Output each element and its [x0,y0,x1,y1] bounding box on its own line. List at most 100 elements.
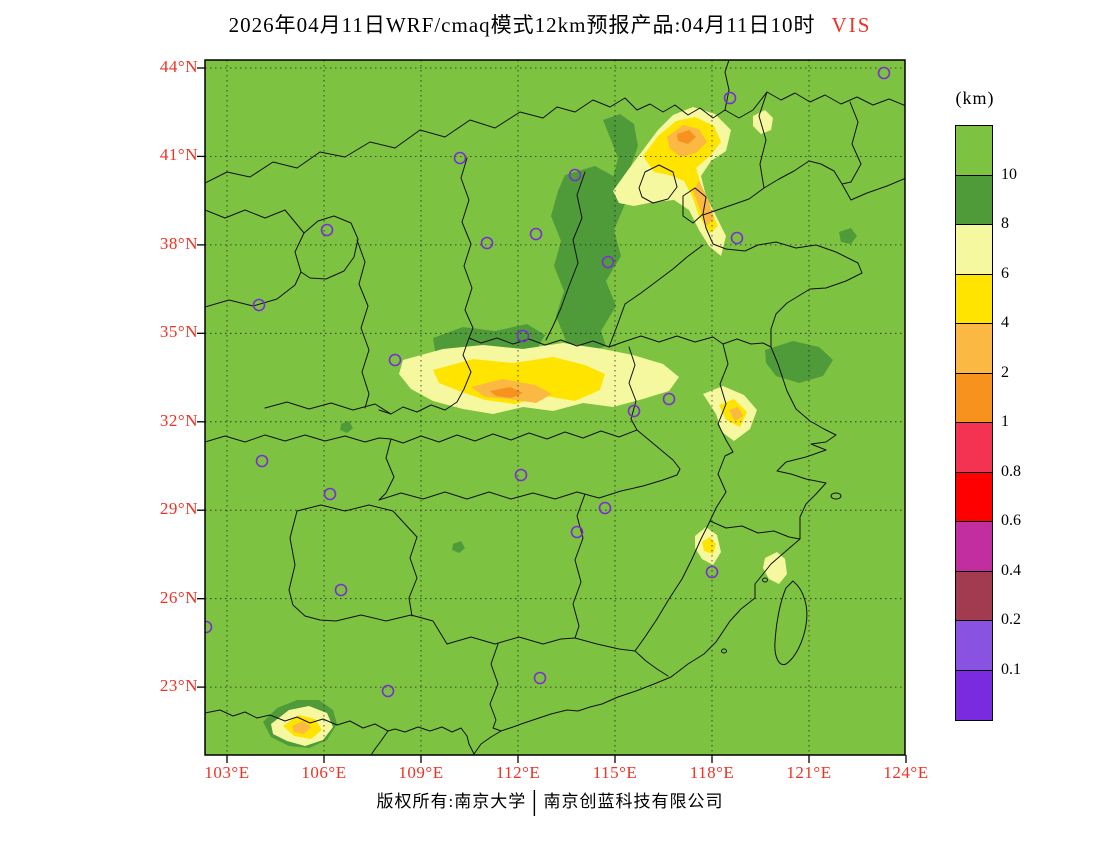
station-marker [381,684,395,698]
station-marker [205,620,213,634]
legend-color-swatch [956,274,992,324]
legend-tick-label: 0.1 [1001,660,1021,678]
ningxia-ring [294,215,359,280]
border-hebei-shandong [624,244,704,305]
contour-region-8-10 [551,166,625,353]
station-markers [205,66,891,698]
legend-colorbar [955,125,993,721]
copyright-footer: 版权所有:南京大学 | 南京创蓝科技有限公司 [0,787,1100,817]
footer-divider: | [529,787,541,817]
visibility-contours [263,107,857,748]
border-guangxi-north [335,614,448,645]
border-southwest [205,709,389,732]
station-marker [877,66,891,80]
station-marker [705,565,719,579]
contour-region-8-10 [765,341,833,383]
lat-label: 26°N [159,587,198,607]
taiwan-island [774,580,808,666]
station-marker [529,227,543,241]
border-qinling [264,401,392,415]
border-left-1 [205,271,302,308]
legend-tick-label: 0.8 [1001,462,1021,480]
lon-label: 112°E [495,763,541,782]
border-liaoning-hebei [758,91,768,189]
border-north [205,91,768,184]
border-guizhou-west [288,510,337,622]
footer-right: 南京创蓝科技有限公司 [543,792,724,811]
station-marker [533,671,547,685]
map-frame [204,59,906,756]
station-marker [334,583,348,597]
contour-region-4-6 [433,357,605,404]
coastline [473,160,905,755]
lat-label: 41°N [159,145,198,165]
island-small-1 [721,648,727,654]
tianjin-ring [682,187,707,224]
station-marker [601,255,615,269]
legend-tick-label: 8 [1001,215,1009,232]
lon-label: 106°E [301,763,347,782]
legend-unit-label: (km) [955,88,995,108]
legend-color-swatch [956,423,992,473]
legend-color-swatch [956,522,992,572]
lon-label: 121°E [786,763,832,782]
island-zhoushan [830,492,842,500]
legend-color-swatch [956,670,992,720]
lon-label: 109°E [398,763,444,782]
legend-tick-label: 6 [1001,264,1009,282]
legend-tick-label: 0.4 [1001,561,1021,579]
border-northeast [766,91,905,107]
border-guizhou-north [296,504,418,538]
beijing-ring [638,164,678,204]
station-marker [627,404,641,418]
legend-tick-label: 2 [1001,363,1009,381]
legend-color-swatch [956,571,992,621]
border-guangxi-guangdong [489,643,502,732]
island-small-2 [762,577,768,583]
station-marker [570,525,584,539]
border-hubei-anhui [636,429,681,476]
legend-color-swatch [956,324,992,374]
border-north-vertical [724,60,730,111]
contour-region-8-10 [839,228,857,244]
lon-label: 118°E [689,763,735,782]
border-hubei-hunan [378,438,678,501]
border-henan [390,346,638,444]
station-marker [388,353,402,367]
contour-region-4-6 [702,537,716,554]
page-title: 2026年04月11日WRF/cmaq模式12km预报产品:04月11日10时 V… [0,9,1100,39]
lon-label: 103°E [204,763,250,782]
lat-label: 35°N [159,322,198,342]
lon-label: 124°E [883,763,929,782]
lat-label: 29°N [159,499,198,519]
lat-label: 38°N [159,233,198,253]
station-marker [252,298,266,312]
contour-region-2-4 [292,721,311,734]
lat-label: 23°N [159,676,198,696]
legend-tick-label: 4 [1001,314,1009,331]
station-marker [320,223,334,237]
contour-region-6-8 [753,110,773,134]
yellow-river-border [460,157,624,348]
legend-color-swatch [956,373,992,423]
border-shaanxi-se [378,337,472,415]
border-left-2 [205,209,305,234]
border-mid-left [205,434,392,443]
border-gansu-shaanxi [356,239,370,409]
lon-label: 115°E [592,763,638,782]
title-variable: VIS [831,13,872,37]
title-main: 2026年04月11日WRF/cmaq模式12km预报产品:04月11日10时 [228,13,816,37]
station-marker [662,392,676,406]
contour-region-8-10 [452,541,465,553]
border-link [608,303,626,348]
footer-left: 版权所有:南京大学 [376,792,527,811]
border-zhejiang-fujian [709,520,801,540]
station-marker [516,329,530,343]
grid-lines [205,60,905,755]
contour-region-1-2 [490,387,523,398]
legend-color-swatch [956,225,992,275]
lat-label: 44°N [159,57,198,76]
contour-region-2-4 [729,407,743,421]
station-marker [323,487,337,501]
